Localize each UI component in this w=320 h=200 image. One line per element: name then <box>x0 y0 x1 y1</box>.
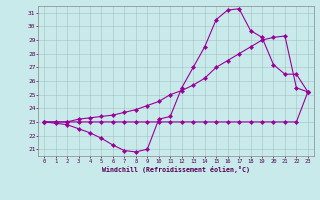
X-axis label: Windchill (Refroidissement éolien,°C): Windchill (Refroidissement éolien,°C) <box>102 166 250 173</box>
